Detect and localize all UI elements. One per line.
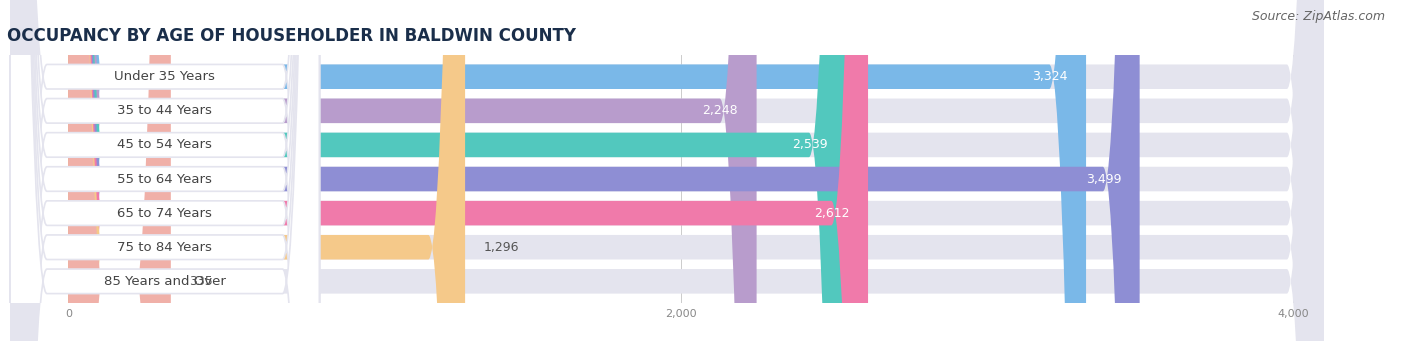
Text: 3,324: 3,324 <box>1032 70 1067 83</box>
FancyBboxPatch shape <box>10 0 1323 341</box>
FancyBboxPatch shape <box>69 0 172 341</box>
FancyBboxPatch shape <box>10 0 319 341</box>
FancyBboxPatch shape <box>10 0 319 341</box>
FancyBboxPatch shape <box>10 0 1323 341</box>
FancyBboxPatch shape <box>10 0 319 341</box>
Text: 2,539: 2,539 <box>792 138 827 151</box>
FancyBboxPatch shape <box>69 0 1140 341</box>
Text: 85 Years and Over: 85 Years and Over <box>104 275 225 288</box>
FancyBboxPatch shape <box>10 0 1323 341</box>
FancyBboxPatch shape <box>10 0 1323 341</box>
FancyBboxPatch shape <box>10 0 319 341</box>
FancyBboxPatch shape <box>69 0 1085 341</box>
FancyBboxPatch shape <box>10 0 1323 341</box>
Text: 335: 335 <box>190 275 212 288</box>
FancyBboxPatch shape <box>10 0 319 341</box>
FancyBboxPatch shape <box>10 0 319 341</box>
FancyBboxPatch shape <box>10 0 1323 341</box>
Text: 75 to 84 Years: 75 to 84 Years <box>117 241 212 254</box>
FancyBboxPatch shape <box>69 0 868 341</box>
Text: Under 35 Years: Under 35 Years <box>114 70 215 83</box>
Text: 1,296: 1,296 <box>484 241 519 254</box>
FancyBboxPatch shape <box>69 0 756 341</box>
Text: Source: ZipAtlas.com: Source: ZipAtlas.com <box>1251 10 1385 23</box>
Text: 2,248: 2,248 <box>703 104 738 117</box>
Text: 45 to 54 Years: 45 to 54 Years <box>117 138 212 151</box>
Text: 35 to 44 Years: 35 to 44 Years <box>117 104 212 117</box>
Text: 65 to 74 Years: 65 to 74 Years <box>117 207 212 220</box>
Text: 2,612: 2,612 <box>814 207 849 220</box>
FancyBboxPatch shape <box>10 0 1323 341</box>
Text: 55 to 64 Years: 55 to 64 Years <box>117 173 212 186</box>
Text: OCCUPANCY BY AGE OF HOUSEHOLDER IN BALDWIN COUNTY: OCCUPANCY BY AGE OF HOUSEHOLDER IN BALDW… <box>7 27 576 45</box>
Text: 3,499: 3,499 <box>1085 173 1121 186</box>
FancyBboxPatch shape <box>69 0 465 341</box>
FancyBboxPatch shape <box>10 0 319 341</box>
FancyBboxPatch shape <box>69 0 845 341</box>
